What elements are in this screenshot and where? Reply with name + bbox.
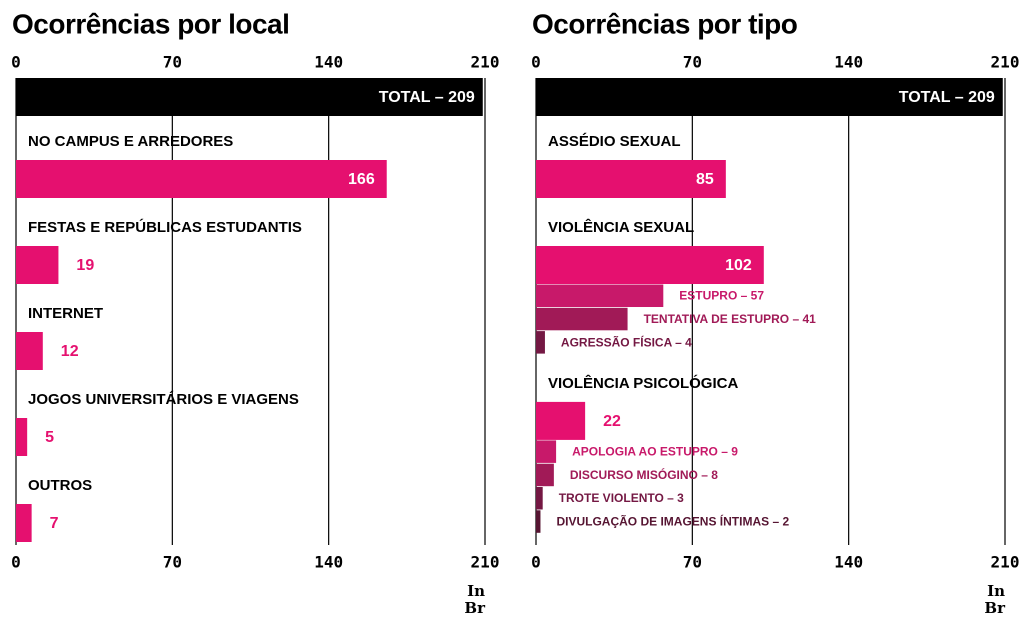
x-tick-label: 140 — [834, 553, 863, 572]
category-label: FESTAS E REPÚBLICAS ESTUDANTIS — [28, 218, 302, 236]
total-bar — [536, 78, 1003, 116]
category-label: INTERNET — [28, 305, 103, 322]
value-label: 102 — [725, 257, 752, 274]
sub-label: APOLOGIA AO ESTUPRO – 9 — [572, 445, 738, 459]
x-tick-label: 210 — [991, 553, 1020, 572]
x-tick-label: 210 — [471, 553, 500, 572]
sub-bar — [536, 284, 664, 307]
x-tick-label: 0 — [531, 553, 541, 572]
sub-bar — [536, 487, 543, 510]
x-tick-label: 0 — [11, 553, 21, 572]
category-label: VIOLÊNCIA PSICOLÓGICA — [548, 374, 738, 392]
bar — [536, 246, 764, 284]
x-tick-label: 70 — [683, 53, 702, 72]
sub-bar — [536, 331, 545, 354]
category-label: OUTROS — [28, 477, 92, 494]
value-label: 12 — [61, 343, 79, 360]
logo: In — [987, 582, 1005, 600]
x-tick-label: 210 — [991, 53, 1020, 72]
sub-label: DISCURSO MISÓGINO – 8 — [570, 467, 718, 482]
x-tick-label: 70 — [163, 553, 182, 572]
bar — [16, 246, 59, 284]
bar — [16, 332, 43, 370]
sub-bar — [536, 440, 557, 463]
total-label: TOTAL – 209 — [379, 89, 475, 106]
value-label: 7 — [50, 515, 59, 532]
sub-label: ESTUPRO – 57 — [679, 289, 764, 303]
sub-label: TROTE VIOLENTO – 3 — [559, 491, 684, 505]
chart-title: Ocorrências por tipo — [532, 8, 798, 39]
category-label: NO CAMPUS E ARREDORES — [28, 133, 233, 150]
sub-label: TENTATIVA DE ESTUPRO – 41 — [644, 312, 817, 326]
x-tick-label: 140 — [834, 53, 863, 72]
bar — [16, 418, 28, 456]
bar — [16, 504, 32, 542]
x-tick-label: 210 — [471, 53, 500, 72]
value-label: 166 — [348, 171, 375, 188]
x-tick-label: 0 — [11, 53, 21, 72]
x-tick-label: 0 — [531, 53, 541, 72]
value-label: 5 — [45, 429, 54, 446]
sub-bar — [536, 510, 541, 533]
sub-bar — [536, 463, 554, 487]
bar — [536, 401, 586, 440]
category-label: JOGOS UNIVERSITÁRIOS E VIAGENS — [28, 391, 299, 408]
bar — [16, 160, 387, 198]
bar — [536, 160, 726, 198]
category-label: VIOLÊNCIA SEXUAL — [548, 218, 694, 236]
sub-bar — [536, 307, 628, 331]
category-label: ASSÉDIO SEXUAL — [548, 133, 681, 150]
total-bar — [16, 78, 483, 116]
total-label: TOTAL – 209 — [899, 89, 995, 106]
logo: Br — [464, 599, 486, 617]
chart-title: Ocorrências por local — [12, 8, 289, 39]
x-tick-label: 140 — [314, 53, 343, 72]
logo: Br — [984, 599, 1006, 617]
value-label: 19 — [76, 257, 94, 274]
logo: In — [467, 582, 485, 600]
value-label: 85 — [696, 171, 714, 188]
value-label: 22 — [603, 413, 621, 430]
sub-label: AGRESSÃO FÍSICA – 4 — [561, 334, 692, 349]
x-tick-label: 140 — [314, 553, 343, 572]
x-tick-label: 70 — [163, 53, 182, 72]
x-tick-label: 70 — [683, 553, 702, 572]
sub-label: DIVULGAÇÃO DE IMAGENS ÍNTIMAS – 2 — [556, 513, 789, 528]
